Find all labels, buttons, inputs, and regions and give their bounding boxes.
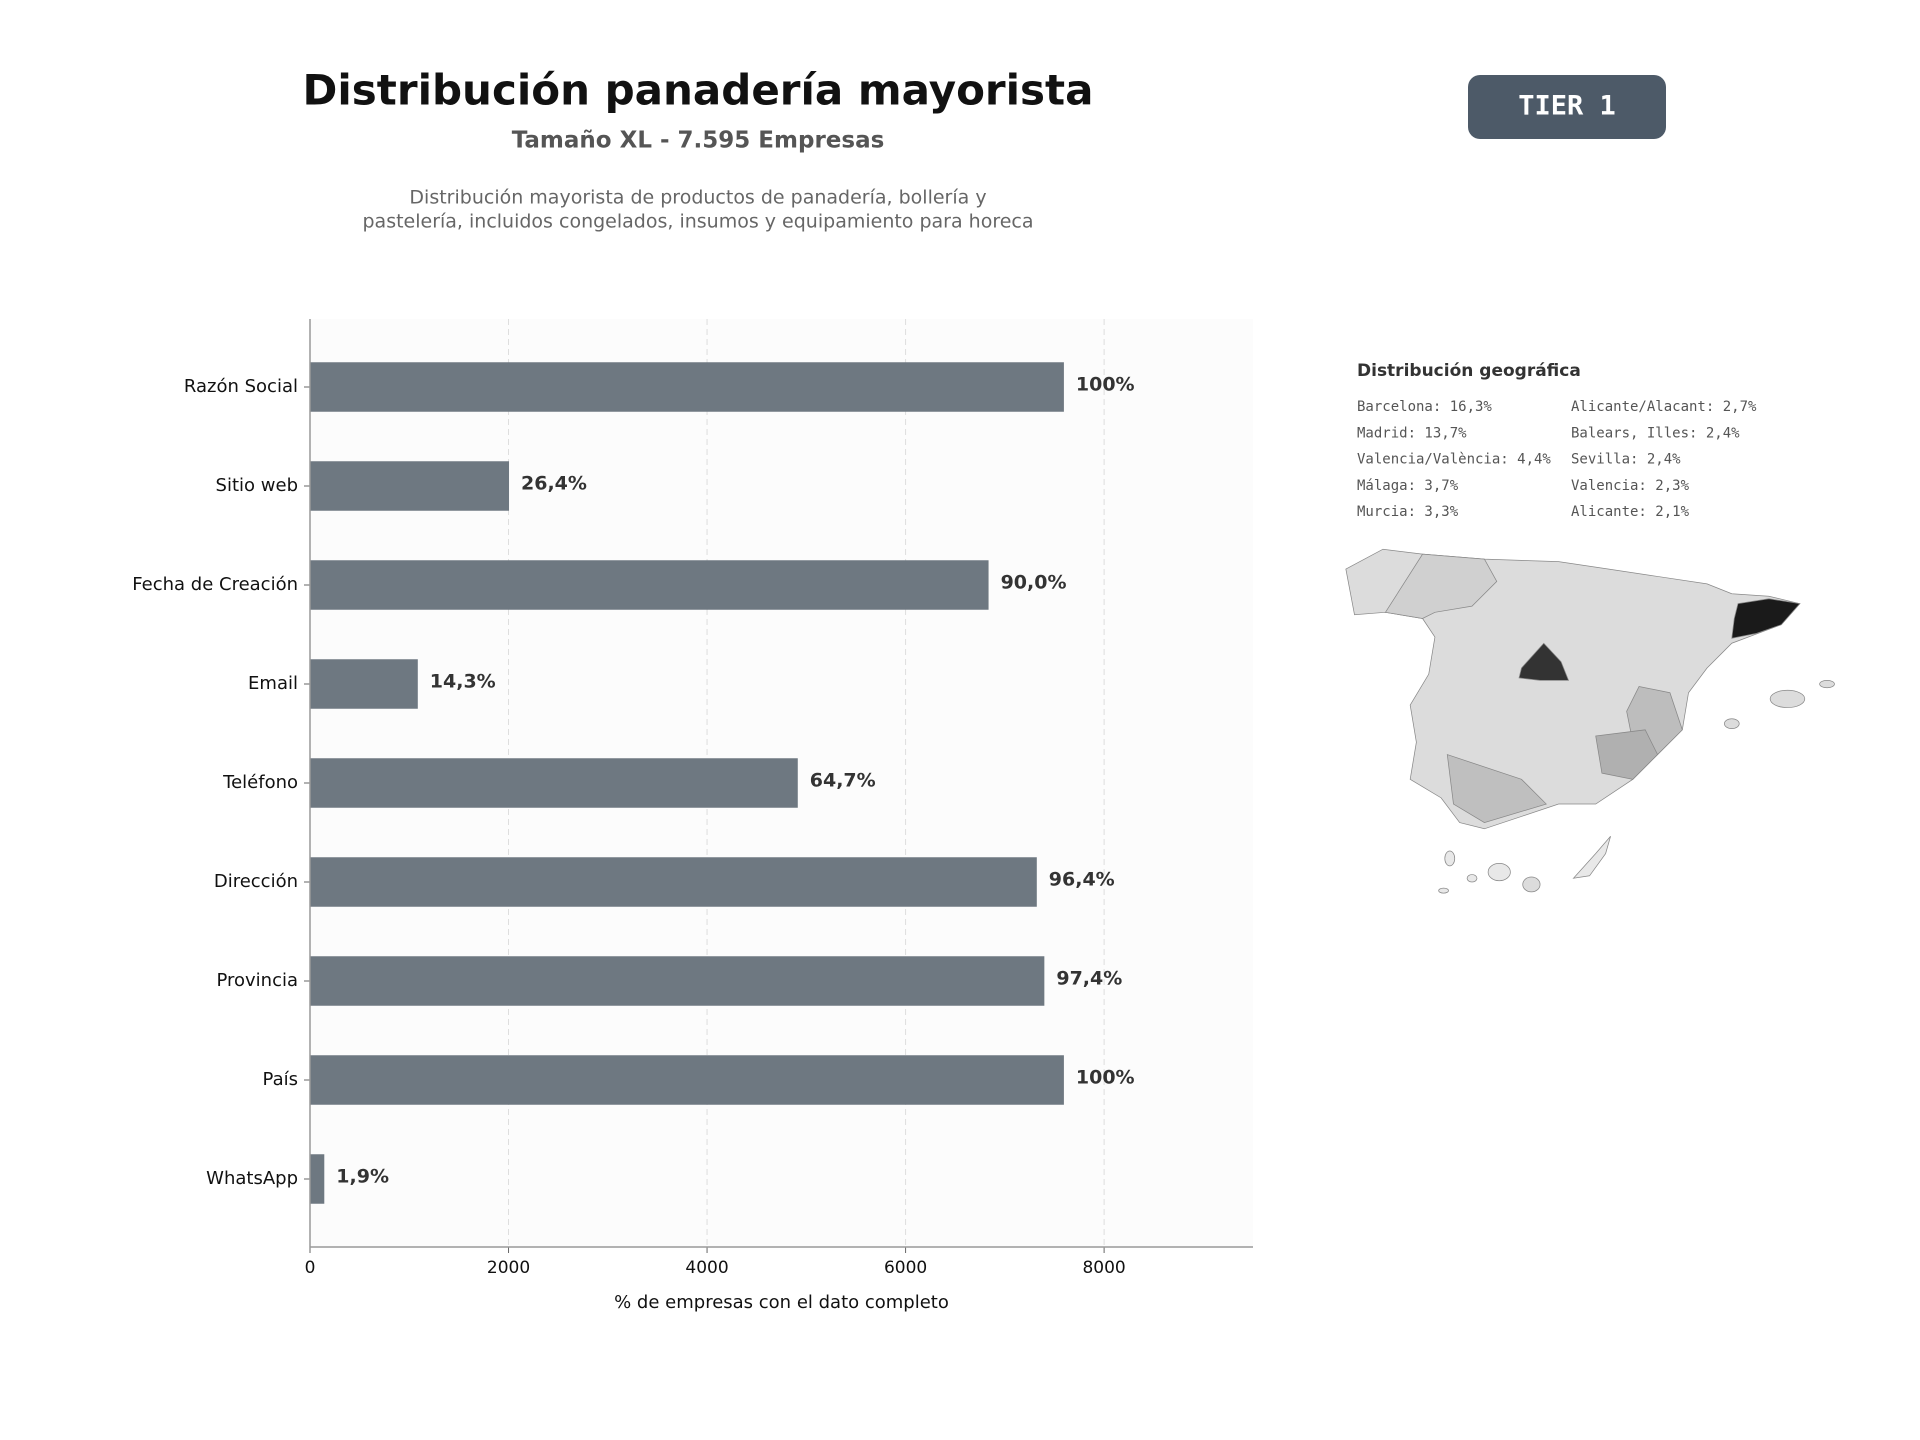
map-island bbox=[1572, 835, 1611, 879]
value-label: 1,9% bbox=[336, 1166, 389, 1188]
bar bbox=[310, 560, 989, 610]
geo-list: Barcelona: 16,3% Madrid: 13,7% Valencia/Va… bbox=[1357, 399, 1757, 520]
value-label: 14,3% bbox=[430, 671, 496, 693]
y-tick-label: Sitio web bbox=[216, 475, 298, 496]
chart-subtitle: Tamaño XL - 7.595 Empresas bbox=[512, 128, 885, 154]
map-region bbox=[1384, 553, 1498, 619]
geo-item: Balears, Illes: 2,4% bbox=[1571, 425, 1740, 441]
y-tick-label: Fecha de Creación bbox=[132, 574, 298, 595]
x-tick-label: 8000 bbox=[1082, 1258, 1125, 1278]
badge bbox=[1468, 75, 1666, 139]
y-tick-label: Razón Social bbox=[184, 376, 298, 397]
map-island bbox=[1769, 689, 1806, 708]
x-tick-label: 4000 bbox=[685, 1258, 728, 1278]
value-label: 97,4% bbox=[1056, 968, 1122, 990]
plot: 0 2000 4000 6000 8000 Razón Social 100% Sitio w… bbox=[132, 319, 1253, 1313]
geo-item: Barcelona: 16,3% bbox=[1357, 399, 1492, 415]
y-tick-label: País bbox=[263, 1069, 298, 1090]
description-line: Distribución mayorista de productos de p… bbox=[409, 187, 986, 209]
chart-title: Distribución panadería mayorista bbox=[303, 66, 1094, 115]
map-island bbox=[1466, 874, 1478, 883]
map-island bbox=[1438, 887, 1449, 894]
value-label: 64,7% bbox=[810, 770, 876, 792]
x-axis-label: % de empresas con el dato completo bbox=[614, 1292, 949, 1313]
y-tick-label: Dirección bbox=[214, 871, 298, 892]
x-tick-label: 2000 bbox=[487, 1258, 530, 1278]
y-tick-label: Email bbox=[248, 673, 298, 694]
map-region-dark bbox=[1731, 598, 1801, 639]
geo-item: Valencia/València: 4,4% bbox=[1357, 452, 1551, 468]
geo-item: Madrid: 13,7% bbox=[1357, 425, 1467, 441]
x-tick-label: 6000 bbox=[884, 1258, 927, 1278]
geo-item: Valencia: 2,3% bbox=[1571, 478, 1690, 494]
bar bbox=[310, 461, 510, 511]
bar bbox=[310, 758, 798, 808]
bar bbox=[310, 1055, 1064, 1105]
badge-text: TIER 1 bbox=[1518, 91, 1616, 122]
map-region-dark bbox=[1518, 642, 1570, 681]
value-label: 90,0% bbox=[1001, 572, 1067, 594]
map-island bbox=[1444, 850, 1456, 867]
map-island bbox=[1724, 718, 1740, 729]
x-tick-label: 0 bbox=[305, 1258, 316, 1278]
bar bbox=[310, 659, 418, 709]
geo-item: Murcia: 3,3% bbox=[1357, 504, 1459, 520]
y-tick-label: WhatsApp bbox=[206, 1168, 298, 1189]
bar bbox=[310, 362, 1064, 412]
value-label: 100% bbox=[1076, 374, 1135, 396]
bar bbox=[310, 1154, 325, 1204]
map bbox=[1345, 548, 1835, 894]
map-island bbox=[1522, 876, 1541, 893]
value-label: 26,4% bbox=[521, 473, 587, 495]
geo-title: Distribución geográfica bbox=[1357, 361, 1581, 381]
value-label: 100% bbox=[1076, 1067, 1135, 1089]
bar bbox=[310, 857, 1037, 907]
y-tick-label: Teléfono bbox=[222, 772, 298, 793]
geo-item: Sevilla: 2,4% bbox=[1571, 452, 1681, 468]
bar bbox=[310, 956, 1045, 1006]
y-tick-label: Provincia bbox=[216, 970, 298, 991]
geo-item: Alicante/Alacant: 2,7% bbox=[1571, 399, 1757, 415]
map-region bbox=[1595, 729, 1659, 780]
map-island bbox=[1819, 679, 1835, 689]
map-island bbox=[1487, 863, 1511, 882]
map-region bbox=[1446, 754, 1547, 824]
value-label: 96,4% bbox=[1049, 869, 1115, 891]
description-line: pastelería, incluidos congelados, insumo… bbox=[362, 211, 1033, 233]
geo-item: Málaga: 3,7% bbox=[1357, 478, 1459, 494]
geo-item: Alicante: 2,1% bbox=[1571, 504, 1690, 520]
